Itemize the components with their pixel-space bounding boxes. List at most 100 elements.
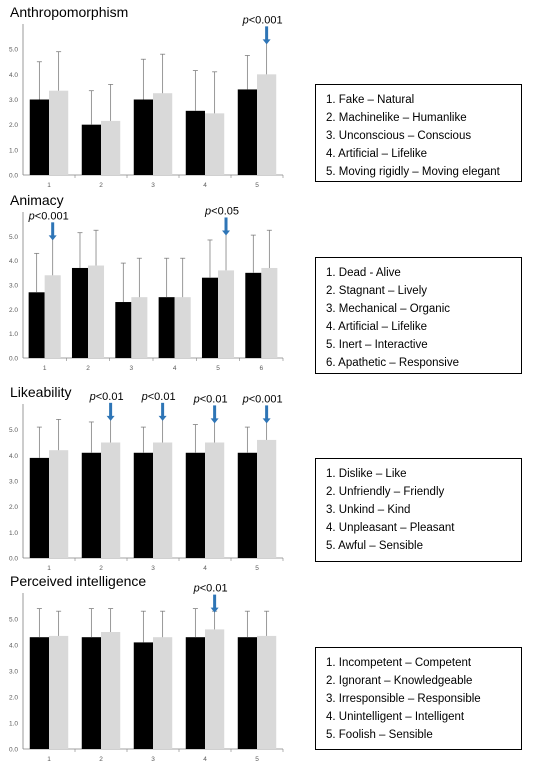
bar-light xyxy=(49,90,69,175)
significance-p: p xyxy=(204,205,211,217)
chart-plot: 0.0 1.0 2.0 3.0 4.0 5.0 1 2 3 4 5 p<0.01 xyxy=(9,583,284,763)
legend-item: 5. Moving rigidly – Moving elegant xyxy=(326,166,500,178)
significance-value: <0.01 xyxy=(200,583,228,595)
significance-value: <0.01 xyxy=(200,393,228,405)
bar-dark xyxy=(81,452,101,558)
significance-value: <0.05 xyxy=(211,205,239,217)
bar-light xyxy=(49,635,69,749)
y-tick-label: 0.0 xyxy=(9,747,18,754)
significance-label: p<0.001 xyxy=(242,14,283,26)
x-tick-label: 5 xyxy=(255,565,259,572)
significance-arrowhead xyxy=(106,415,115,421)
legend-item: 4. Artificial – Lifelike xyxy=(326,148,427,160)
y-tick-label: 0.0 xyxy=(9,356,18,363)
legend-item: 1. Incompetent – Competent xyxy=(326,657,472,669)
legend-item: 2. Stagnant – Lively xyxy=(326,285,428,297)
bar-dark xyxy=(29,637,49,749)
chart-title: Perceived intelligence xyxy=(10,573,147,589)
y-tick-label: 2.0 xyxy=(9,122,18,129)
bar-light xyxy=(205,113,225,175)
legend-item: 1. Dislike – Like xyxy=(326,468,407,480)
x-tick-label: 1 xyxy=(47,565,51,572)
legend: 1. Dislike – Like 2. Unfriendly – Friendl… xyxy=(315,458,522,562)
likeability-panel: Likeability 0.0 1.0 2.0 3.0 4.0 5.0 1 2 3 4 5 p<0.0… xyxy=(0,384,550,572)
x-tick-label: 2 xyxy=(99,182,103,189)
significance-value: <0.001 xyxy=(249,393,283,405)
x-tick-label: 3 xyxy=(151,182,155,189)
significance-arrowhead xyxy=(158,415,167,421)
x-tick-label: 3 xyxy=(130,365,134,372)
bar-dark xyxy=(185,452,205,558)
legend-item: 4. Unintelligent – Intelligent xyxy=(326,711,465,723)
bar-dark xyxy=(158,297,175,358)
bar-light xyxy=(101,442,121,558)
legend-item: 1. Fake – Natural xyxy=(326,94,415,106)
y-tick-label: 2.0 xyxy=(9,504,18,511)
legend-item: 3. Irresponsible – Responsible xyxy=(326,693,481,705)
legend-item: 2. Ignorant – Knowledgeable xyxy=(326,675,473,687)
significance-p: p xyxy=(242,14,249,26)
chart-title: Likeability xyxy=(10,384,72,400)
x-tick-label: 4 xyxy=(203,182,207,189)
bar-light xyxy=(49,450,69,558)
bar-dark xyxy=(133,642,153,749)
legend: 1. Incompetent – Competent 2. Ignorant – … xyxy=(315,647,522,750)
x-tick-label: 5 xyxy=(255,182,259,189)
x-tick-label: 6 xyxy=(260,365,264,372)
bar-dark xyxy=(245,272,262,358)
bar-light xyxy=(257,635,277,749)
significance-label: p<0.001 xyxy=(28,210,69,222)
x-tick-label: 3 xyxy=(151,756,155,763)
x-tick-label: 2 xyxy=(99,756,103,763)
legend: 1. Fake – Natural 2. Machinelike – Humanl… xyxy=(315,84,522,182)
y-tick-label: 4.0 xyxy=(9,258,18,265)
x-tick-label: 2 xyxy=(86,365,90,372)
significance-value: <0.001 xyxy=(249,14,283,26)
y-tick-label: 3.0 xyxy=(9,669,18,676)
y-tick-label: 4.0 xyxy=(9,72,18,79)
legend-item: 5. Foolish – Sensible xyxy=(326,729,433,741)
y-tick-label: 3.0 xyxy=(9,479,18,486)
bar-dark xyxy=(237,452,257,558)
significance-p: p xyxy=(28,210,35,222)
bar-dark xyxy=(133,452,153,558)
y-tick-label: 1.0 xyxy=(9,331,18,338)
chart-plot: 0.01.02.03.04.05.01 2 3 4 5 6p<0.001 p<0.05 xyxy=(9,205,284,372)
bar-light xyxy=(131,297,148,358)
y-tick-label: 1.0 xyxy=(9,721,18,728)
legend-item: 5. Awful – Sensible xyxy=(326,540,423,552)
bar-light xyxy=(205,629,225,749)
bar-light xyxy=(153,637,173,749)
legend-item: 2. Unfriendly – Friendly xyxy=(326,486,445,498)
significance-p: p xyxy=(89,391,96,403)
bar-light xyxy=(257,439,277,558)
bar-light xyxy=(174,297,191,358)
bar-dark xyxy=(81,124,101,175)
x-tick-label: 4 xyxy=(203,756,207,763)
legend-item: 4. Unpleasant – Pleasant xyxy=(326,522,455,534)
animacy-panel: Animacy 0.0 1.0 2.0 3.0 4.0 5.0 1 2 3 4 5 6 p<0.001 p… xyxy=(0,192,550,382)
significance-value: <0.001 xyxy=(35,210,69,222)
x-tick-label: 2 xyxy=(99,565,103,572)
y-tick-label: 4.0 xyxy=(9,643,18,650)
chart-plot: 0.01.02.03.04.05.01 2 3 4 5p<0.01 p<0.01 p<0.0… xyxy=(9,391,284,572)
bar-dark xyxy=(29,99,49,175)
significance-arrowhead xyxy=(222,230,231,236)
perceived-intelligence-panel: Perceived intelligence 0.0 1.0 2.0 3.0 4.0 5.… xyxy=(0,573,550,768)
y-tick-label: 3.0 xyxy=(9,283,18,290)
y-tick-label: 2.0 xyxy=(9,695,18,702)
legend-item: 2. Machinelike – Humanlike xyxy=(326,112,467,124)
anthropomorphism-panel: Anthropomorphism 0.0 1.0 2.0 3.0 4.0 5.0 1 2 3 4 5… xyxy=(0,4,550,190)
y-tick-label: 0.0 xyxy=(9,556,18,563)
y-tick-label: 3.0 xyxy=(9,97,18,104)
bar-light xyxy=(153,93,173,175)
bar-light xyxy=(44,275,61,358)
x-tick-label: 5 xyxy=(216,365,220,372)
bar-light xyxy=(261,267,278,358)
y-tick-label: 5.0 xyxy=(9,427,18,434)
chart-title: Anthropomorphism xyxy=(10,4,129,20)
significance-arrowhead xyxy=(262,418,271,424)
significance-value: <0.01 xyxy=(148,391,176,403)
significance-p: p xyxy=(242,393,249,405)
bar-dark xyxy=(201,277,218,358)
